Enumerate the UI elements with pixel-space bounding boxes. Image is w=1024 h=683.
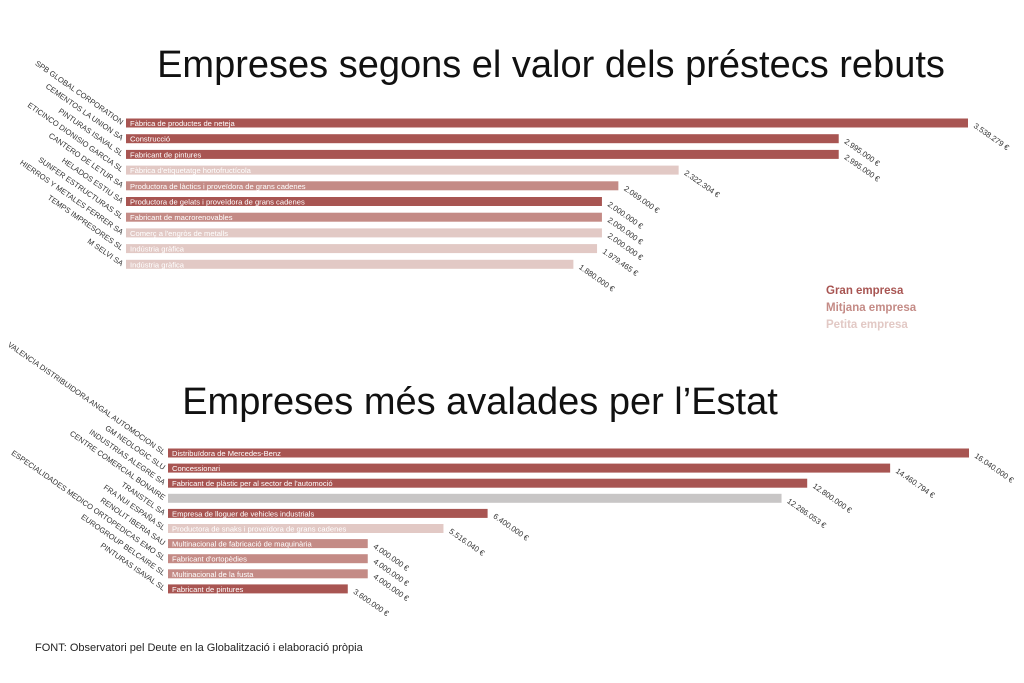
chart-2-bar xyxy=(168,508,488,518)
chart-1: Fàbrica de productes de neteja 3.538.279 … xyxy=(18,59,1011,294)
chart-2-bar xyxy=(168,448,969,458)
chart-2-title: Empreses més avalades per l’Estat xyxy=(182,381,778,423)
chart-2-category-label: Concessionari xyxy=(172,464,220,473)
legend-item-petita: Petita empresa xyxy=(826,319,908,331)
chart-2-category-label: Multinacional de la fusta xyxy=(172,570,254,579)
chart-2-category-label: Fabricant de pintures xyxy=(172,585,244,594)
chart-1-bar xyxy=(126,228,602,238)
chart-2-bar xyxy=(168,554,368,564)
chart-2-category-label: Fabricant d'ortopèdies xyxy=(172,555,247,564)
chart-2-category-label: Multinacional de fabricació de maquinàri… xyxy=(172,540,312,549)
chart-2-bar xyxy=(168,539,368,549)
chart-2-bar xyxy=(168,524,444,533)
chart-1-bar xyxy=(126,134,839,144)
chart-1-category-label: Productora de gelats i proveïdora de gra… xyxy=(130,198,305,207)
chart-1-category-label: Indústria gràfica xyxy=(130,260,185,269)
chart-1-category-label: Construcció xyxy=(130,135,170,144)
chart-2-category-label: Productora de snaks i proveïdora de gran… xyxy=(172,525,347,534)
chart-1-value-label: 1.880.000 € xyxy=(577,263,616,294)
legend-item-mitjana: Mitjana empresa xyxy=(826,302,917,314)
chart-1-bar xyxy=(126,212,602,222)
chart-2-value-label: 3.600.000 € xyxy=(352,587,391,618)
chart-1-title: Empreses segons el valor dels préstecs r… xyxy=(157,44,945,86)
chart-2-bar xyxy=(168,584,348,594)
chart-2-category-label: Distribuïdora de Mercedes-Benz xyxy=(172,449,281,458)
chart-1-value-label: 3.538.279 € xyxy=(972,121,1011,152)
chart-1-bar xyxy=(126,181,619,191)
source-note: FONT: Observatori pel Deute en la Global… xyxy=(35,642,364,654)
chart-2-value-label: 5.516.040 € xyxy=(447,527,486,558)
chart-1-bar xyxy=(126,149,839,159)
chart-1-category-label: Indústria gràfica xyxy=(130,245,185,254)
chart-2-bar xyxy=(168,493,782,503)
chart-1-category-label: Fabricant de pintures xyxy=(130,150,202,159)
chart-1-category-label: Fàbrica de productes de neteja xyxy=(130,119,235,128)
chart-1-value-label: 2.322.304 € xyxy=(682,168,721,199)
chart-2-category-label: Empresa de lloguer de vehicles industria… xyxy=(172,509,314,518)
chart-2-bar xyxy=(168,463,891,473)
chart-2-value-label: 12.800.000 € xyxy=(811,481,854,515)
chart-2-value-label: 16.040.000 € xyxy=(973,451,1016,485)
chart-2-value-label: 6.400.000 € xyxy=(491,512,530,543)
chart-2-bar xyxy=(168,569,368,579)
chart-1-category-label: Productora de làctics i proveïdora de gr… xyxy=(130,182,306,191)
chart-1-category-label: Fàbrica d'etiquetatge hortofructícola xyxy=(130,166,252,175)
chart-2-value-label: 12.286.053 € xyxy=(785,497,828,531)
chart-1-category-label: Fabricant de macrorenovables xyxy=(130,213,233,222)
chart-2-value-label: 14.460.794 € xyxy=(894,466,937,500)
chart-1-bar xyxy=(126,118,968,128)
chart-1-bar xyxy=(126,244,598,254)
legend: Gran empresa Mitjana empresa Petita empr… xyxy=(826,285,917,331)
chart-1-bar xyxy=(126,165,679,175)
chart-2-category-label: Fabricant de plàstic per al sector de l'… xyxy=(172,479,333,488)
legend-item-gran: Gran empresa xyxy=(826,285,904,297)
chart-1-category-label: Comerç a l'engròs de metalls xyxy=(130,229,228,238)
chart-2-bar xyxy=(168,478,808,488)
chart-1-bar xyxy=(126,259,574,269)
chart-1-bar xyxy=(126,197,602,206)
